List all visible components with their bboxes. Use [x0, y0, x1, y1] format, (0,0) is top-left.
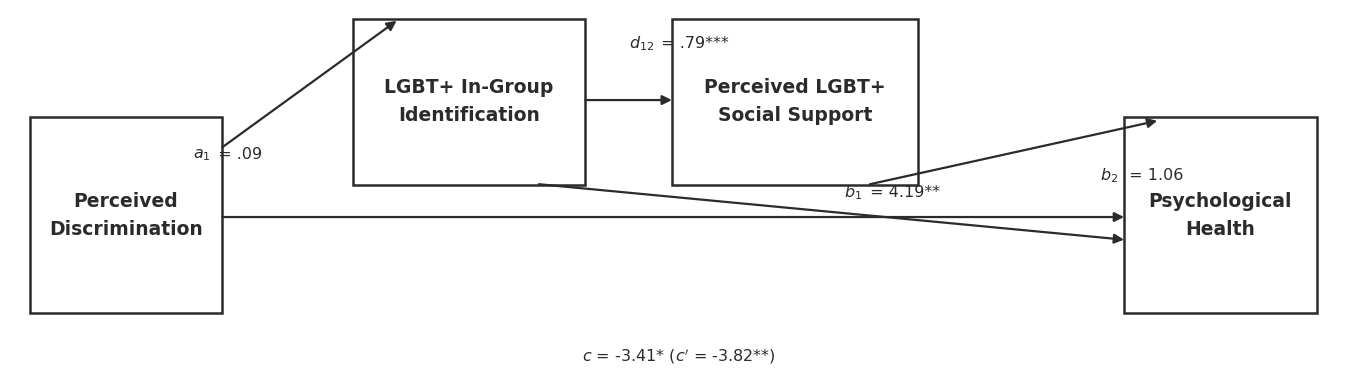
Text: = .09: = .09 [213, 147, 262, 162]
Text: $c$ = -3.41* ($c'$ = -3.82**): $c$ = -3.41* ($c'$ = -3.82**) [582, 347, 775, 366]
Text: $a_1$: $a_1$ [193, 147, 210, 162]
Text: Psychological
Health: Psychological Health [1148, 192, 1292, 239]
Text: = 4.19**: = 4.19** [864, 185, 940, 200]
Text: LGBT+ In-Group
Identification: LGBT+ In-Group Identification [384, 79, 554, 126]
FancyBboxPatch shape [1124, 117, 1316, 313]
FancyBboxPatch shape [353, 19, 585, 185]
Text: $b_2$: $b_2$ [1101, 166, 1118, 185]
Text: $d_{12}$: $d_{12}$ [630, 34, 654, 53]
FancyBboxPatch shape [30, 117, 223, 313]
Text: = .79***: = .79*** [655, 36, 729, 51]
Text: Perceived LGBT+
Social Support: Perceived LGBT+ Social Support [704, 79, 886, 126]
Text: = 1.06: = 1.06 [1124, 168, 1183, 183]
Text: Perceived
Discrimination: Perceived Discrimination [49, 192, 202, 239]
FancyBboxPatch shape [672, 19, 917, 185]
Text: $b_1$: $b_1$ [844, 183, 862, 202]
